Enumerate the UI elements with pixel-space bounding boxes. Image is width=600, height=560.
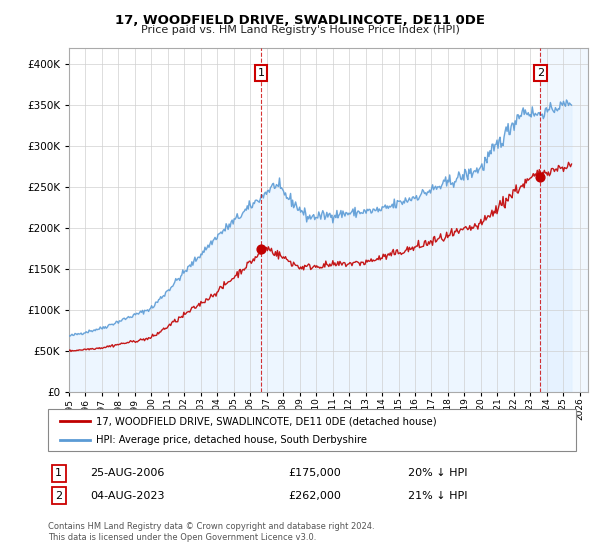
Text: 17, WOODFIELD DRIVE, SWADLINCOTE, DE11 0DE (detached house): 17, WOODFIELD DRIVE, SWADLINCOTE, DE11 0… (96, 417, 437, 426)
Text: 20% ↓ HPI: 20% ↓ HPI (408, 468, 467, 478)
Text: 1: 1 (55, 468, 62, 478)
Text: 04-AUG-2023: 04-AUG-2023 (90, 491, 164, 501)
Text: 21% ↓ HPI: 21% ↓ HPI (408, 491, 467, 501)
Point (535, 172, 545, 181)
Text: £175,000: £175,000 (288, 468, 341, 478)
Text: Contains HM Land Registry data © Crown copyright and database right 2024.: Contains HM Land Registry data © Crown c… (48, 522, 374, 531)
Text: This data is licensed under the Open Government Licence v3.0.: This data is licensed under the Open Gov… (48, 533, 316, 542)
Text: £262,000: £262,000 (288, 491, 341, 501)
Point (256, 244, 266, 253)
Text: 17, WOODFIELD DRIVE, SWADLINCOTE, DE11 0DE: 17, WOODFIELD DRIVE, SWADLINCOTE, DE11 0… (115, 14, 485, 27)
Text: 25-AUG-2006: 25-AUG-2006 (90, 468, 164, 478)
Text: 1: 1 (257, 68, 265, 78)
Text: HPI: Average price, detached house, South Derbyshire: HPI: Average price, detached house, Sout… (96, 435, 367, 445)
Text: Price paid vs. HM Land Registry's House Price Index (HPI): Price paid vs. HM Land Registry's House … (140, 25, 460, 35)
Text: 2: 2 (55, 491, 62, 501)
Text: 2: 2 (536, 68, 544, 78)
